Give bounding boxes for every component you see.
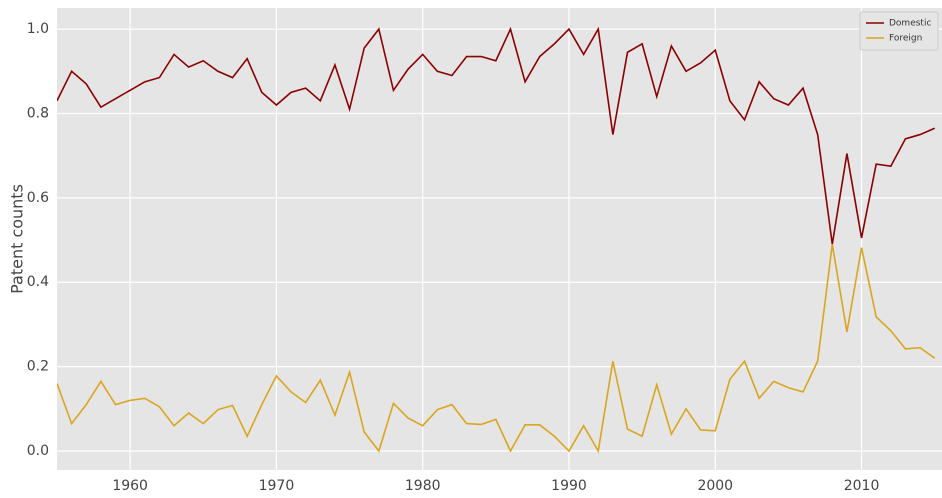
y-tick-label: 0.2 (27, 359, 49, 375)
x-tick-label: 1960 (112, 478, 148, 494)
x-tick-label: 1970 (259, 478, 295, 494)
line (57, 26, 936, 245)
y-tick-label: 0.0 (27, 443, 49, 459)
y-tick-label: 0.6 (27, 190, 49, 206)
x-tick-label: 1980 (405, 478, 441, 494)
plot-background (57, 8, 942, 470)
x-tick-label: 2010 (844, 478, 880, 494)
legend-label: Foreign (889, 34, 922, 44)
x-tick-label: 2000 (697, 478, 733, 494)
y-axis-label: Patent counts (8, 184, 27, 294)
line (57, 244, 936, 454)
x-tick-label: 1990 (551, 478, 587, 494)
legend-label: Domestic (889, 19, 931, 29)
y-tick-label: 0.4 (27, 274, 49, 290)
legend-box (859, 11, 939, 51)
y-tick-label: 1.0 (27, 21, 49, 37)
y-tick-label: 0.8 (27, 105, 49, 121)
